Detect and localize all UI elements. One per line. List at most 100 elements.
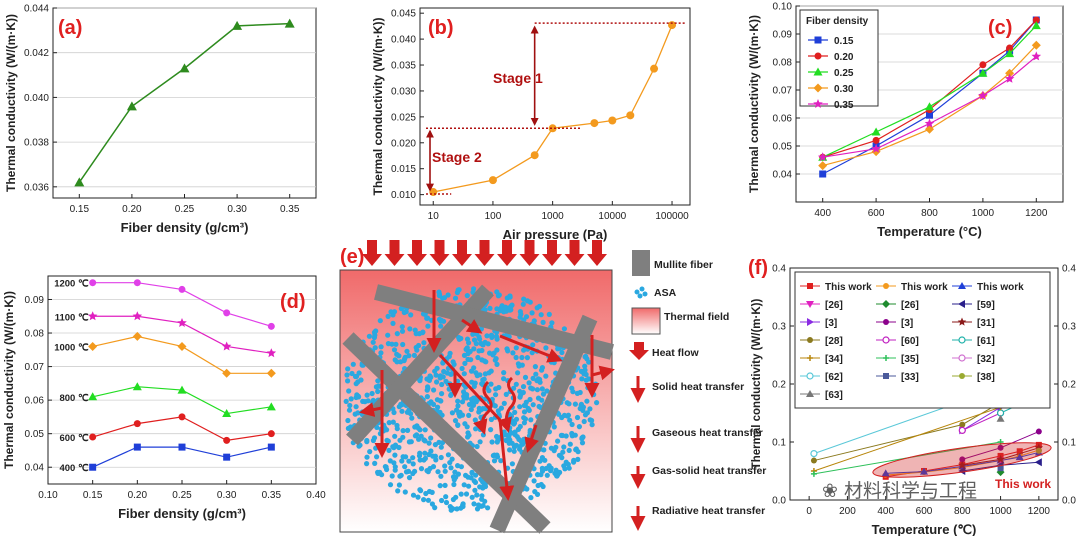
legend-mullite-label: Mullite fiber [654, 259, 713, 271]
heat-flow-arrow [474, 240, 495, 266]
heat-flow-arrow [407, 240, 427, 266]
asa-particle [452, 469, 458, 475]
asa-particle [438, 323, 444, 329]
asa-particle [546, 311, 552, 317]
asa-particle [391, 409, 397, 416]
asa-particle [386, 420, 392, 426]
legend-label: This work [977, 282, 1024, 293]
asa-particle [345, 417, 351, 424]
legend-asa-swatch [634, 286, 648, 299]
asa-particle [432, 453, 438, 459]
asa-particle [455, 287, 461, 293]
asa-particle [476, 334, 482, 340]
data-point [1016, 448, 1023, 455]
asa-particle [510, 350, 516, 356]
asa-particle [417, 487, 423, 493]
asa-particle [435, 469, 441, 475]
asa-particle [581, 418, 587, 425]
legend-marker [813, 83, 823, 93]
asa-particle [521, 347, 527, 353]
asa-particle [416, 342, 422, 349]
series-line [813, 406, 1001, 472]
data-point [978, 90, 988, 100]
asa-particle [469, 379, 475, 385]
asa-particle [471, 383, 477, 389]
heat-flow-arrow [519, 240, 540, 266]
data-point [871, 127, 881, 136]
legend-thermal-swatch [631, 307, 661, 335]
x-tick-label: 800 [954, 506, 971, 517]
x-axis-label: Temperature (°C) [877, 224, 982, 239]
asa-particle [386, 447, 392, 453]
legend-label: [32] [977, 354, 995, 365]
legend-marker [882, 300, 890, 308]
legend-label: This work [901, 282, 948, 293]
asa-particle [529, 350, 535, 356]
heat-flow-arrow [384, 240, 405, 266]
asa-particle [382, 426, 388, 432]
asa-particle [445, 292, 451, 298]
asa-particle [447, 381, 453, 387]
asa-particle [584, 398, 590, 404]
asa-particle [364, 461, 370, 467]
legend-marker [883, 319, 889, 325]
series-label: 1000 ℃ [54, 342, 89, 353]
asa-particle [509, 461, 515, 467]
asa-particle [430, 401, 437, 407]
asa-particle [512, 409, 518, 415]
asa-particle [501, 309, 507, 315]
data-point [810, 457, 817, 464]
asa-particle [533, 371, 539, 377]
asa-particle [530, 402, 536, 408]
asa-particle [353, 394, 359, 401]
asa-particle [469, 494, 475, 500]
gas-solid-arrow [497, 376, 517, 433]
panel-label-e: (e) [340, 246, 364, 268]
data-point [926, 111, 933, 119]
y-tick-label: 0.08 [773, 58, 793, 69]
asa-particle [378, 344, 384, 350]
legend-label: 0.30 [834, 84, 854, 95]
panel-label-b: (b) [428, 17, 454, 39]
asa-particle [364, 454, 370, 460]
x-tick-label: 1200 [1028, 506, 1051, 517]
asa-particle [417, 457, 423, 463]
asa-particle [493, 386, 499, 392]
asa-particle [578, 368, 585, 374]
asa-particle [530, 342, 536, 348]
asa-particle [422, 427, 428, 433]
legend-marker [813, 99, 823, 108]
asa-particle [449, 505, 455, 511]
asa-particle [544, 472, 550, 478]
legend-asa-label: ASA [654, 287, 677, 299]
asa-particle [471, 286, 477, 292]
data-point [1005, 49, 1015, 58]
asa-particle [375, 388, 381, 395]
asa-particle [488, 416, 494, 423]
asa-particle [407, 326, 413, 332]
asa-particle [422, 455, 428, 461]
x-axis-label: Air pressure (Pa) [503, 227, 608, 242]
asa-particle [410, 461, 416, 467]
x-tick-label: 800 [921, 208, 938, 219]
asa-particle [432, 505, 438, 511]
data-point [126, 101, 137, 111]
asa-particle [416, 436, 422, 442]
asa-particle [543, 373, 549, 379]
asa-particle [447, 350, 453, 356]
asa-particle [505, 348, 511, 354]
asa-particle [548, 465, 554, 471]
asa-particle [347, 402, 353, 409]
asa-particle [402, 464, 408, 470]
panel-label-c: (c) [988, 17, 1012, 39]
asa-particle [399, 328, 406, 334]
asa-particle [510, 420, 516, 426]
data-point [178, 413, 186, 421]
legend-marker [806, 372, 814, 380]
asa-particle [370, 397, 376, 403]
asa-particle [374, 454, 380, 460]
legend-box [794, 271, 1051, 409]
asa-particle [410, 455, 416, 461]
legend-box [799, 9, 879, 107]
data-point [626, 111, 635, 120]
